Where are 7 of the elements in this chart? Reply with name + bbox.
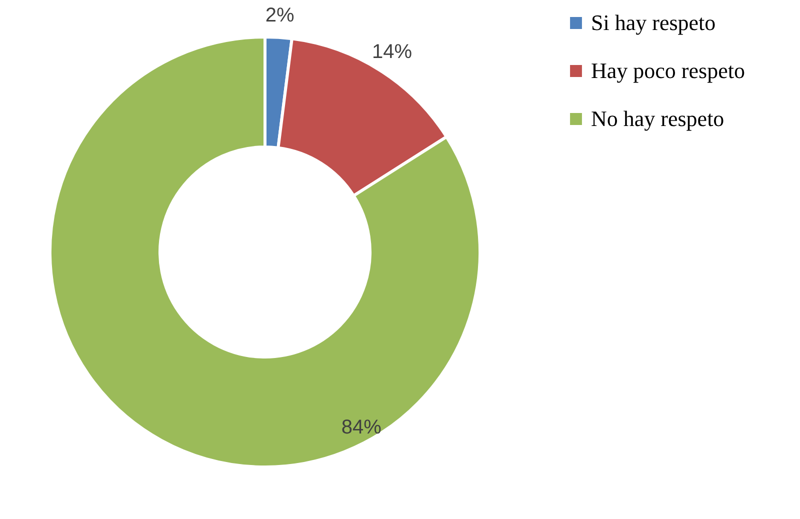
legend-label: Si hay respeto bbox=[591, 10, 716, 35]
legend-label: No hay respeto bbox=[591, 106, 724, 131]
data-label: 2% bbox=[265, 4, 295, 26]
legend-label: Hay poco respeto bbox=[591, 58, 745, 83]
data-label: 84% bbox=[341, 416, 382, 438]
donut-slice bbox=[48, 36, 482, 468]
data-label: 14% bbox=[372, 40, 412, 63]
